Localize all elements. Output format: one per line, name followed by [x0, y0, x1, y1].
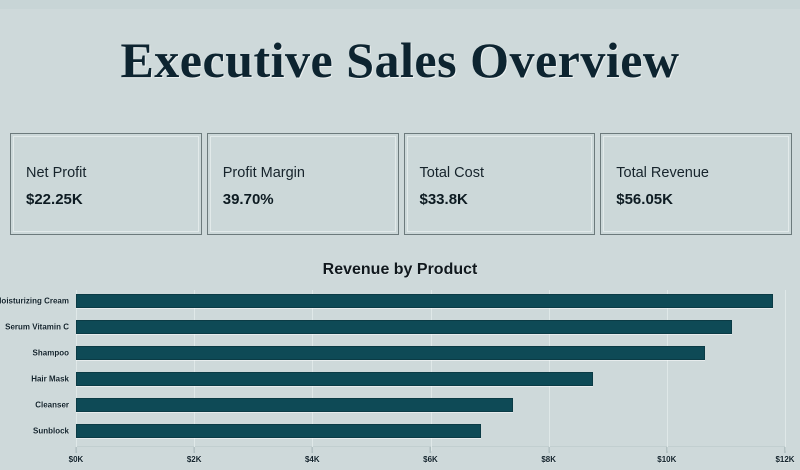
chart-gridline — [76, 290, 77, 451]
tick-label: $4K — [304, 455, 320, 464]
tick-mark — [666, 447, 668, 453]
kpi-card: Net Profit $22.25K — [10, 133, 202, 235]
chart-bar-row[interactable]: Moisturizing Cream — [0, 294, 774, 308]
bar-category-label: Moisturizing Cream — [0, 296, 69, 306]
chart-plot-area: Moisturizing Cream Serum Vitamin C Shampoo… — [0, 290, 786, 451]
tick-mark — [193, 447, 195, 453]
top-band — [0, 0, 800, 9]
chart-bar[interactable] — [76, 398, 514, 412]
chart-bar-row[interactable]: Sunblock — [33, 424, 481, 438]
kpi-value: 39.70% — [222, 191, 274, 208]
tick-mark — [548, 447, 550, 453]
bar-category-label: Hair Mask — [31, 374, 69, 384]
bar-category-label: Cleanser — [35, 400, 69, 410]
tick-label: $6K — [423, 455, 438, 464]
kpi-card-inner: Profit Margin 39.70% — [209, 136, 396, 232]
chart-bar[interactable] — [76, 320, 732, 334]
x-axis-tick: $0K — [68, 447, 84, 464]
bar-category-label: Serum Vitamin C — [5, 322, 69, 332]
chart-bar-row[interactable]: Serum Vitamin C — [5, 320, 732, 334]
tick-mark — [75, 447, 77, 453]
tick-label: $8K — [541, 455, 556, 464]
chart-gridline — [785, 290, 786, 451]
tick-label: $12K — [775, 455, 795, 464]
x-axis-tick: $2K — [187, 447, 202, 464]
kpi-label: Profit Margin — [222, 165, 305, 181]
chart-bar-row[interactable]: Hair Mask — [31, 372, 593, 386]
kpi-card-inner: Total Revenue $56.05K — [603, 136, 789, 232]
tick-mark — [430, 447, 431, 453]
kpi-card-inner: Net Profit $22.25K — [13, 136, 199, 232]
tick-mark — [311, 447, 313, 453]
page-title: Executive Sales Overview — [120, 32, 680, 88]
bar-category-label: Shampoo — [32, 348, 69, 358]
chart-gridline — [312, 290, 314, 451]
chart-title: Revenue by Product — [322, 261, 478, 278]
tick-label: $0K — [68, 455, 84, 464]
chart-bar-row[interactable]: Shampoo — [33, 346, 706, 360]
tick-mark — [784, 447, 786, 453]
kpi-label: Total Revenue — [616, 165, 709, 181]
kpi-value: $22.25K — [26, 191, 83, 208]
bar-category-label: Sunblock — [32, 426, 69, 436]
kpi-card: Profit Margin 39.70% — [206, 133, 399, 235]
kpi-card: Total Revenue $56.05K — [600, 133, 792, 235]
x-axis-tick: $8K — [541, 447, 556, 464]
kpi-value: $33.8K — [419, 191, 468, 208]
chart-bar[interactable] — [76, 424, 481, 438]
chart-gridline — [666, 290, 668, 451]
chart-bar[interactable] — [76, 294, 774, 308]
chart-bar[interactable] — [76, 346, 706, 360]
x-axis-ticks: $0K $2K $4K $6K $8K $10K $12K — [69, 447, 795, 469]
x-axis-tick: $12K — [775, 447, 795, 464]
kpi-label: Total Cost — [419, 165, 484, 181]
chart-gridline — [194, 290, 196, 451]
kpi-value: $56.05K — [616, 191, 673, 208]
x-axis-tick: $4K — [305, 447, 320, 464]
tick-label: $10K — [657, 455, 677, 464]
x-axis-tick: $10K — [657, 447, 676, 464]
chart-gridline — [548, 290, 550, 451]
tick-label: $2K — [186, 455, 202, 464]
kpi-card-inner: Total Cost $33.8K — [406, 136, 593, 232]
chart-gridline — [430, 290, 432, 451]
kpi-card: Total Cost $33.8K — [403, 133, 596, 235]
kpi-card-row: Net Profit $22.25K Profit Margin 39.70% Tota… — [10, 133, 792, 235]
chart-bar[interactable] — [76, 372, 593, 386]
revenue-by-product-chart: Revenue by Product Moisturizing Cream Ser… — [0, 236, 800, 470]
chart-bar-row[interactable]: Cleanser — [35, 398, 514, 412]
x-axis-tick: $6K — [423, 447, 438, 464]
kpi-label: Net Profit — [26, 165, 87, 181]
